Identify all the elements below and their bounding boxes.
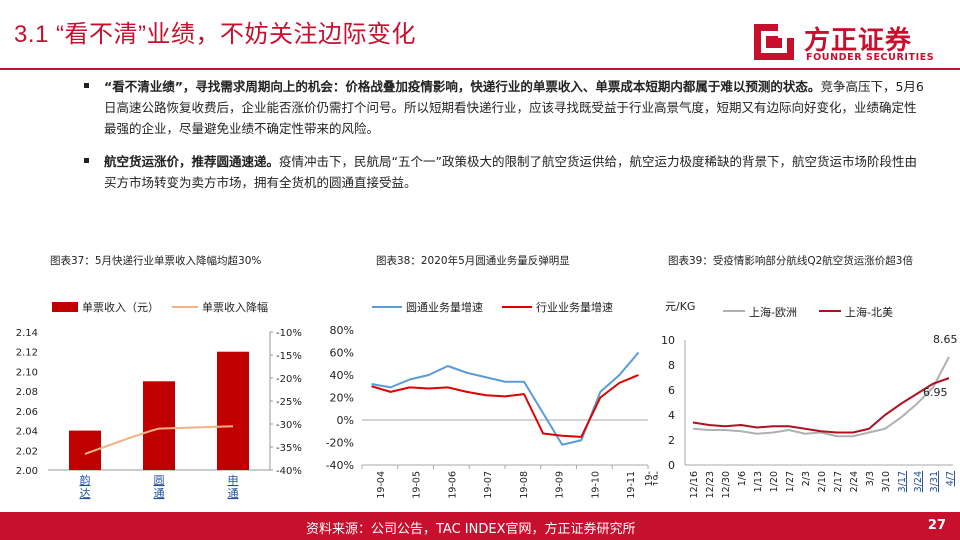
y2-tick-label: -40% — [276, 466, 302, 477]
x-tick-label: 1/6 — [737, 471, 748, 486]
x-tick-label: 2/17 — [833, 471, 844, 492]
x-tick-label: 3/24 — [913, 471, 924, 492]
bullet-2-text: 疫情冲击下，民航局“五个一”政策极大的限制了航空货运供给，航空运力极度稀缺的背景… — [104, 154, 917, 190]
y-tick-label: 0% — [337, 414, 354, 427]
y-tick-label: 2.10 — [16, 367, 38, 378]
legend-label-us: 上海-北美 — [845, 305, 893, 319]
bullet-icon — [84, 158, 89, 163]
series-line-decline — [84, 425, 234, 455]
y-tick-label: 4 — [668, 409, 675, 422]
caption-chart39: 图表39：受疫情影响部分航线Q2航空货运涨价超3倍 — [668, 255, 913, 267]
y-tick-label: 2.00 — [16, 466, 38, 477]
bar — [143, 381, 175, 470]
y-tick-label: 20% — [330, 392, 354, 405]
x-tick-label: 19-11 — [626, 471, 637, 499]
chart-volume-growth: 圆通业务量增速 行业业务量增速 80% 60% 40% 20% 0% -20% -40% 19-0… — [326, 300, 658, 499]
y-tick-label: -40% — [326, 459, 354, 472]
legend-label-eu: 上海-欧洲 — [749, 305, 797, 319]
footer-bar: 资料来源：公司公告，TAC INDEX官网，方正证券研究所 27 — [0, 512, 960, 540]
caption-chart37: 图表37：5月快递行业单票收入降幅均超30% — [50, 255, 262, 267]
y-tick-label: 2.02 — [16, 446, 38, 457]
y-tick-label: 40% — [330, 369, 354, 382]
x-tick-label: 19-10 — [590, 471, 601, 499]
y-tick-label: 8 — [668, 359, 675, 372]
x-tick-label: 19-04 — [376, 471, 387, 499]
x-tick-label: 韵达 — [80, 473, 91, 500]
x-tick-label: 12/16 — [689, 471, 700, 498]
y2-tick-label: -25% — [276, 397, 302, 408]
x-tick-label: 19-07 — [483, 471, 494, 499]
footer-source: 资料来源：公司公告，TAC INDEX官网，方正证券研究所 — [306, 522, 636, 537]
y-tick-label: 80% — [330, 324, 354, 337]
chart-unit-revenue: 单票收入（元） 单票收入降幅 2.14 2.12 2.10 2.08 2.06 2.04 2.0… — [16, 300, 302, 500]
logo-en: FOUNDER SECURITIES — [806, 52, 935, 63]
x-tick-label: 1/27 — [785, 471, 796, 492]
y-tick-label: 10 — [661, 334, 675, 347]
page-number: 27 — [927, 518, 946, 533]
bar — [217, 351, 249, 470]
logo-cn: 方正证券 — [804, 26, 913, 56]
x-tick-label: 2/10 — [817, 471, 828, 492]
caption-chart38: 图表38：2020年5月圆通业务量反弹明显 — [376, 255, 570, 267]
bullet-1: “看不清业绩”，寻找需求周期向上的机会：价格战叠加疫情影响，快递行业的单票收入、… — [84, 76, 924, 139]
x-tick-label: 4/7 — [945, 471, 956, 486]
y2-tick-label: -30% — [276, 420, 302, 431]
y-tick-label: 2 — [668, 434, 675, 447]
x-tick-label: 申通 — [228, 474, 239, 500]
bullet-2-bold: 航空货运涨价，推荐圆通速递。 — [104, 154, 280, 169]
y2-tick-label: -15% — [276, 351, 302, 362]
founder-logo-icon — [754, 24, 794, 60]
header-rule — [0, 68, 960, 70]
legend-label-line: 单票收入降幅 — [202, 300, 268, 314]
x-tick-label: 圆通 — [154, 474, 165, 500]
series-line — [692, 356, 950, 438]
y-tick-label: 2.14 — [16, 328, 38, 339]
x-tick-label: 12/30 — [721, 471, 732, 498]
y2-tick-label: -35% — [276, 443, 302, 454]
x-tick-label: 19-09 — [555, 471, 566, 499]
company-logo: 方正证券 FOUNDER SECURITIES — [752, 20, 952, 66]
y2-tick-label: -10% — [276, 328, 302, 339]
y-tick-label: 6 — [668, 384, 675, 397]
annotation-us-last: 6.95 — [923, 386, 948, 399]
series-line — [371, 351, 640, 446]
page-title: 3.1 “看不清”业绩，不妨关注边际变化 — [14, 21, 417, 48]
legend-label-yto: 圆通业务量增速 — [406, 300, 483, 314]
bullet-2: 航空货运涨价，推荐圆通速递。疫情冲击下，民航局“五个一”政策极大的限制了航空货运… — [84, 151, 924, 193]
x-tick-label: 3/10 — [881, 471, 892, 492]
bullet-1-bold: “看不清业绩”，寻找需求周期向上的机会：价格战叠加疫情影响，快递行业的单票收入、… — [104, 79, 821, 94]
bullet-icon — [84, 83, 89, 88]
legend-swatch-bar — [52, 302, 78, 312]
y-axis-unit: 元/KG — [665, 300, 695, 313]
x-tick-label: 2/3 — [801, 471, 812, 486]
y-tick-label: 2.08 — [16, 387, 38, 398]
chart-air-freight: 元/KG 上海-欧洲 上海-北美 10 8 6 4 2 0 8.65 6.95 12/16 12/23 1… — [661, 300, 958, 498]
x-tick-label: 3/17 — [897, 471, 908, 492]
legend-label-industry: 行业业务量增速 — [536, 300, 613, 314]
x-tick-label: 19-06 — [447, 471, 458, 499]
x-tick-label: 2/24 — [849, 471, 860, 492]
y-tick-label: 2.04 — [16, 427, 38, 438]
x-tick-label: 1/20 — [769, 471, 780, 492]
x-tick-label: 12/23 — [705, 471, 716, 498]
y-tick-label: 2.12 — [16, 348, 38, 359]
y-tick-label: 2.06 — [16, 407, 38, 418]
bullet-1-text: 竞争高压下，5月6日高速公路恢复收费后，企业能否涨价仍需打个问号。所以短期看快递… — [104, 79, 924, 136]
y2-tick-label: -20% — [276, 374, 302, 385]
x-tick-label: 1/13 — [753, 471, 764, 492]
y-tick-label: 0 — [668, 459, 675, 472]
series-line — [371, 374, 639, 438]
x-tick-label: 19-08 — [519, 471, 530, 499]
bullet-list: “看不清业绩”，寻找需求周期向上的机会：价格战叠加疫情影响，快递行业的单票收入、… — [84, 76, 924, 205]
y-tick-label: -20% — [326, 437, 354, 450]
x-tick-label-partial: 19- — [652, 471, 658, 487]
x-tick-label: 3/31 — [929, 471, 940, 492]
x-tick-label: 3/3 — [865, 471, 876, 486]
annotation-eu-last: 8.65 — [933, 333, 958, 346]
legend-label-bar: 单票收入（元） — [82, 300, 159, 314]
y-tick-label: 60% — [330, 347, 354, 360]
x-tick-label-partial: 19- — [644, 471, 655, 487]
series-line — [692, 377, 950, 434]
x-tick-label: 19-05 — [412, 471, 423, 499]
